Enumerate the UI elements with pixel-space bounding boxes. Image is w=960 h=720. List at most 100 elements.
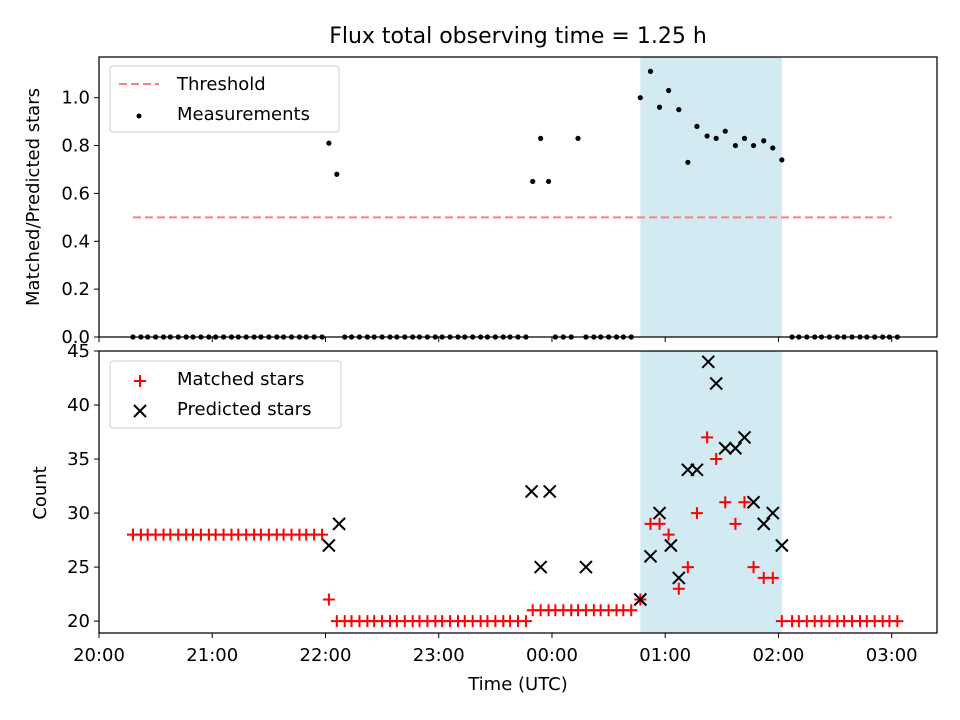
measurement-point <box>770 145 776 151</box>
measurement-point <box>676 107 682 113</box>
measurement-point <box>685 159 691 165</box>
matched-star-marker <box>625 604 638 617</box>
top-legend: Threshold Measurements <box>109 65 340 133</box>
predicted-star-marker <box>766 506 780 520</box>
matched-star-marker <box>891 615 904 628</box>
x-tick-label: 00:00 <box>526 645 578 666</box>
measurement-point <box>647 68 654 74</box>
x-tick-label: 23:00 <box>413 645 465 666</box>
predicted-star-marker <box>332 517 346 531</box>
predicted-star-marker <box>633 592 648 607</box>
measurement-point <box>713 135 719 141</box>
x-tick-label: 22:00 <box>300 645 352 666</box>
measurement-point <box>732 142 739 149</box>
measurements-legend-swatch <box>136 113 142 119</box>
top-panel: 0.0 0.2 0.4 0.6 0.8 1.0 Matched/Predicted sta… <box>23 56 938 348</box>
measurement-point <box>704 133 710 139</box>
bottom-panel-frame <box>98 350 938 634</box>
predicted-star-marker <box>652 506 667 520</box>
predicted-star-marker <box>718 441 732 455</box>
x-tick-label: 03:00 <box>866 645 918 666</box>
predicted-star-marker <box>709 376 723 391</box>
measurement-point <box>530 178 536 185</box>
matched-star-marker <box>747 561 760 574</box>
matched-star-marker <box>519 615 532 628</box>
x-axis-label: Time (UTC) <box>467 674 568 695</box>
predicted-star-marker <box>728 441 743 455</box>
top-panel-frame <box>98 56 938 338</box>
measurement-point <box>741 135 748 141</box>
measurement-point <box>326 140 332 146</box>
y-tick-label: 35 <box>67 449 90 470</box>
predicted-legend-label: Predicted stars <box>177 399 311 420</box>
y-tick-label: 1.0 <box>61 88 90 109</box>
top-y-axis: 0.0 0.2 0.4 0.6 0.8 1.0 <box>61 88 99 348</box>
matched-star-marker <box>316 528 329 541</box>
predicted-star-marker <box>543 484 557 499</box>
matched-legend-swatch <box>134 375 146 387</box>
predicted-star-marker <box>643 549 658 563</box>
y-tick-label: 20 <box>67 611 90 632</box>
predicted-star-marker <box>690 463 704 477</box>
bottom-panel: 20 25 30 35 40 45 20:00 21:00 22:00 23:00 00:00 01… <box>30 341 938 695</box>
top-y-axis-label: Matched/Predicted stars <box>23 88 44 306</box>
y-tick-label: 0.6 <box>61 183 90 204</box>
matched-star-marker <box>690 507 703 520</box>
chart-title: Flux total observing time = 1.25 h <box>329 24 707 49</box>
matched-star-marker <box>681 561 694 574</box>
bottom-legend: Matched stars Predicted stars <box>109 360 342 429</box>
measurements-legend-label: Measurements <box>177 104 310 125</box>
bottom-x-axis: 20:00 21:00 22:00 23:00 00:00 01:00 02:00 03:00 <box>73 633 918 666</box>
measurement-point <box>545 178 552 185</box>
y-tick-label: 45 <box>67 341 90 362</box>
top-shaded-span <box>640 57 782 337</box>
matched-star-marker <box>738 496 751 509</box>
x-tick-label: 21:00 <box>186 645 238 666</box>
predicted-star-marker <box>524 484 539 499</box>
y-tick-label: 0.8 <box>61 136 90 157</box>
top-x-ticks <box>98 337 893 342</box>
bottom-shaded-span <box>640 351 782 633</box>
bottom-y-axis-label: Count <box>30 466 51 519</box>
matched-star-marker <box>322 593 335 606</box>
measurement-point <box>538 135 544 141</box>
matched-star-marker <box>672 582 685 595</box>
matched-star-marker <box>662 528 675 541</box>
x-tick-label: 01:00 <box>639 645 691 666</box>
y-tick-label: 0.0 <box>61 327 90 348</box>
matched-stars-series <box>126 431 904 628</box>
y-tick-label: 0.4 <box>61 231 90 252</box>
top-legend-box <box>109 65 340 133</box>
predicted-star-marker <box>757 517 771 531</box>
measurement-point <box>334 171 340 177</box>
x-tick-label: 20:00 <box>73 645 125 666</box>
bottom-y-axis: 20 25 30 35 40 45 <box>67 341 99 632</box>
y-tick-label: 40 <box>67 395 90 416</box>
measurement-point <box>637 95 643 101</box>
predicted-star-marker <box>701 355 715 369</box>
observing-window-span <box>640 351 782 633</box>
y-tick-label: 0.2 <box>61 279 90 300</box>
measurement-point <box>575 135 581 141</box>
bottom-legend-box <box>109 360 342 429</box>
measurement-point <box>694 123 700 130</box>
matched-star-marker <box>729 517 742 530</box>
predicted-star-marker <box>746 495 761 509</box>
predicted-star-marker <box>737 430 752 445</box>
matched-star-marker <box>719 496 732 509</box>
y-tick-label: 30 <box>67 503 90 524</box>
predicted-legend-swatch <box>133 404 147 418</box>
matched-star-marker <box>775 615 788 628</box>
measurement-point <box>750 142 757 149</box>
measurement-point <box>666 87 672 94</box>
matched-legend-label: Matched stars <box>177 369 304 390</box>
observing-window-span <box>640 57 782 337</box>
measurement-point <box>761 138 767 144</box>
matched-star-marker <box>701 431 714 444</box>
predicted-stars-series <box>322 355 789 607</box>
predicted-star-marker <box>672 571 686 585</box>
matched-star-marker <box>653 517 666 530</box>
predicted-star-marker <box>533 560 548 574</box>
predicted-star-marker <box>664 538 678 553</box>
